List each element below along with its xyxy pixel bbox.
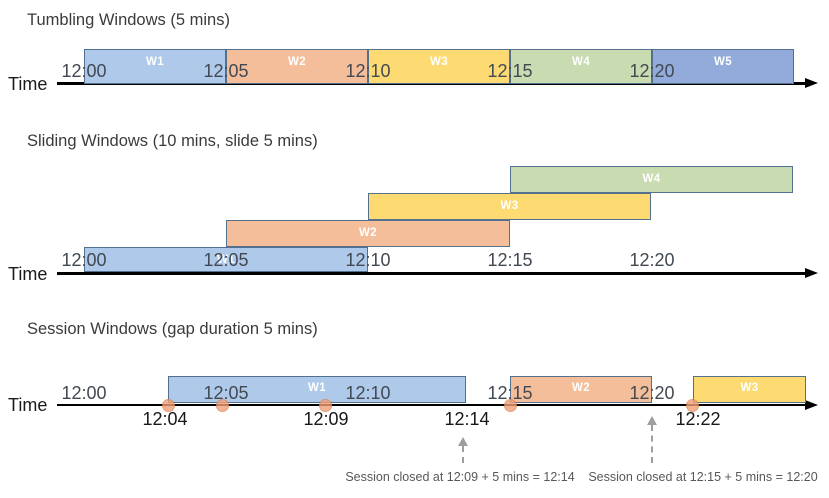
axis-tick-label: 12:10 [345, 250, 391, 270]
event-dot [503, 398, 517, 412]
window-label: W3 [740, 382, 759, 394]
window-label: W2 [571, 382, 591, 394]
event-time-label: 12:14 [444, 409, 490, 429]
axis-tick-label: 12:20 [629, 61, 675, 81]
sliding-section-title: Sliding Windows (10 mins, slide 5 mins) [27, 132, 318, 150]
sliding-axis-arrowhead-icon [805, 268, 818, 278]
session-axis-arrowhead-icon [805, 399, 818, 410]
tumbling-axis-arrowhead-icon [805, 78, 818, 88]
dashed-arrow-line [462, 446, 464, 463]
session-close-note: Session closed at 12:15 + 5 mins = 12:20 [588, 470, 818, 484]
axis-tick-label: 12:05 [203, 61, 249, 81]
sliding-axis-line [57, 272, 806, 275]
window-label: W4 [642, 173, 661, 185]
sliding-window-w1 [84, 247, 368, 272]
axis-tick-label: 12:00 [61, 61, 107, 81]
dashed-arrow-head-icon [458, 437, 468, 446]
window-label: W3 [500, 200, 519, 212]
window-label: W2 [358, 227, 378, 239]
axis-tick-label: 12:20 [629, 250, 675, 270]
axis-tick-label: 12:15 [487, 383, 533, 403]
session-window-w2 [510, 376, 652, 403]
tumbling-section-title: Tumbling Windows (5 mins) [27, 11, 230, 29]
sliding-time-axis-label: Time [8, 263, 48, 284]
event-time-label: 12:22 [675, 409, 721, 429]
window-label: W1 [145, 56, 165, 68]
event-time-label: 12:09 [303, 409, 349, 429]
axis-tick-label: 12:05 [203, 383, 249, 403]
window-label: W1 [307, 382, 327, 394]
sliding-window-w3 [368, 193, 651, 220]
sliding-window-w2 [226, 220, 510, 247]
axis-tick-label: 12:00 [61, 383, 107, 403]
tumbling-window-w2 [226, 49, 368, 84]
dashed-arrow-head-icon [647, 416, 657, 425]
axis-tick-label: 12:05 [203, 250, 249, 270]
event-dot [685, 398, 699, 412]
axis-tick-label: 12:20 [629, 383, 675, 403]
session-axis-line [57, 403, 806, 407]
tumbling-window-w1 [84, 49, 226, 84]
window-label: W3 [429, 56, 449, 68]
session-window-w1 [168, 376, 466, 403]
axis-tick-label: 12:10 [345, 61, 391, 81]
event-dot [318, 398, 332, 412]
window-label: W2 [287, 56, 307, 68]
axis-tick-label: 12:15 [487, 61, 533, 81]
session-window-w3 [693, 376, 806, 403]
event-time-label: 12:04 [142, 409, 188, 429]
axis-tick-label: 12:15 [487, 250, 533, 270]
event-dot [215, 398, 229, 412]
tumbling-window-w4 [510, 49, 652, 84]
window-label: W5 [713, 56, 733, 68]
dashed-arrow-line [651, 425, 653, 463]
event-dot [161, 398, 175, 412]
tumbling-window-w5 [652, 49, 794, 84]
window-label: W4 [571, 56, 591, 68]
tumbling-window-w3 [368, 49, 510, 84]
tumbling-time-axis-label: Time [8, 73, 48, 94]
axis-tick-label: 12:00 [61, 250, 107, 270]
window-label: W1 [216, 254, 236, 266]
axis-tick-label: 12:10 [345, 383, 391, 403]
sliding-window-w4 [510, 166, 793, 193]
session-section-title: Session Windows (gap duration 5 mins) [27, 320, 318, 338]
session-time-axis-label: Time [8, 395, 48, 415]
session-close-note: Session closed at 12:09 + 5 mins = 12:14 [345, 470, 575, 484]
